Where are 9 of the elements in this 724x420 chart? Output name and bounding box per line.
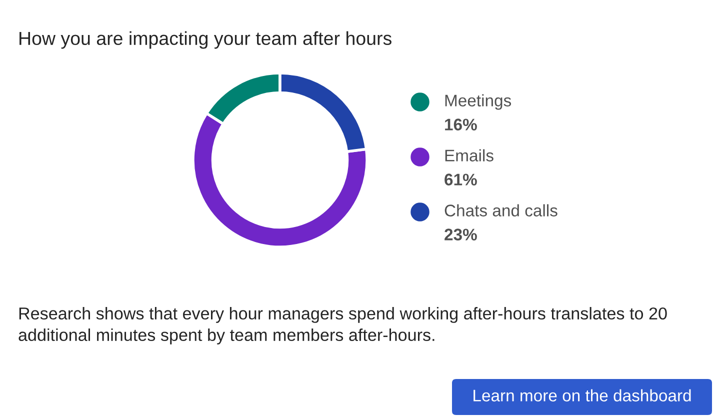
chart-title: How you are impacting your team after hours [20,31,392,49]
legend-label: Meetings [445,94,512,110]
text: Learn more on the dashboard [474,389,691,402]
data-label: 16% [445,118,477,130]
data-label: 61% [444,174,477,186]
data-label: 23% [444,228,477,240]
legend-label: Chats and calls [444,204,558,216]
text: Research shows that every hour managers spend working after-hours translates to 20 additional minutes spent by team members after-hours. [18,307,667,344]
legend-label: Emails [445,149,494,162]
